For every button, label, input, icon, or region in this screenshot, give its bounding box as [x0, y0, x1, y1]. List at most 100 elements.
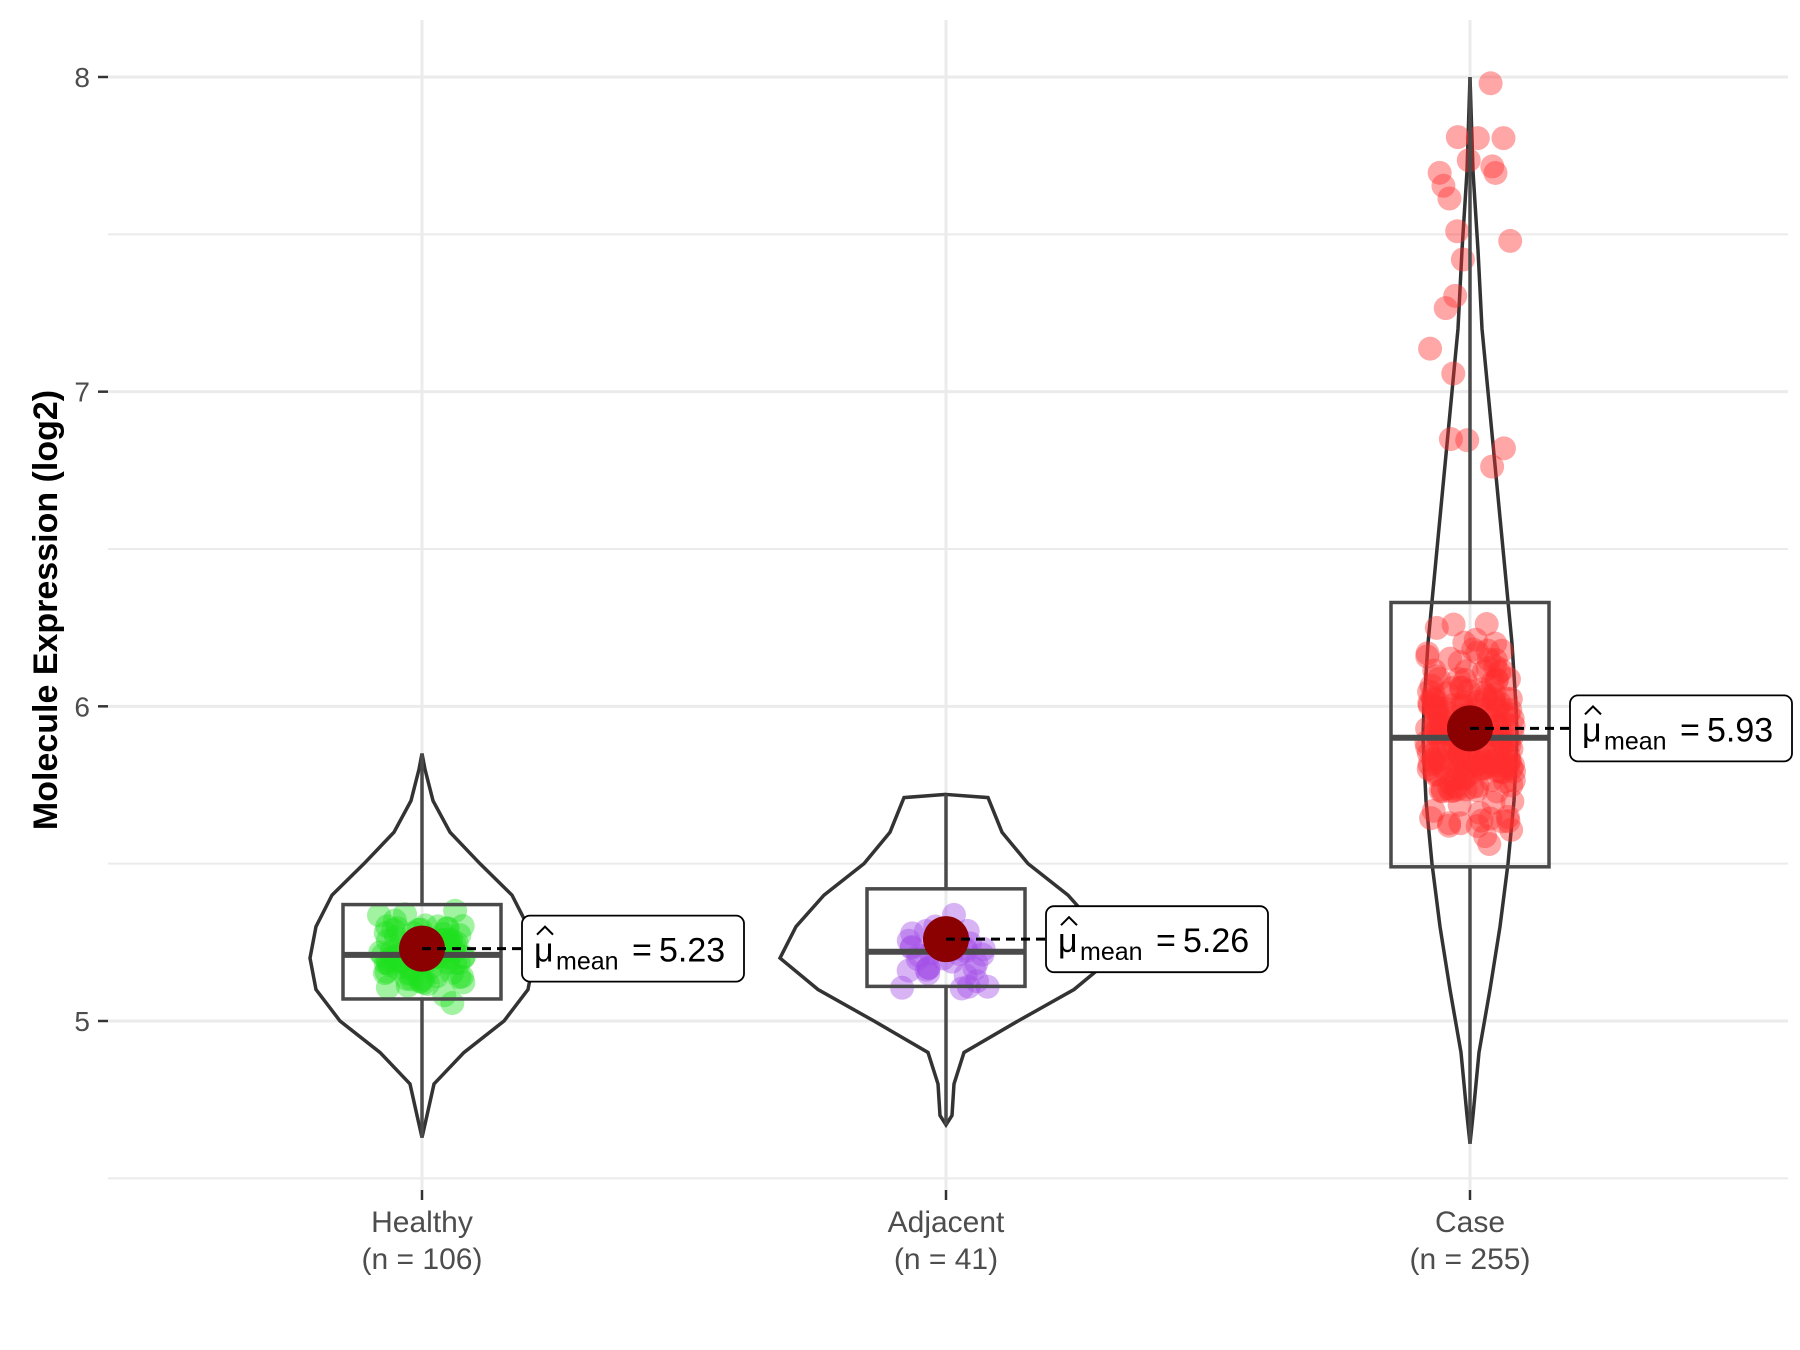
data-point-case: [1438, 427, 1463, 452]
mean-hat-icon: [536, 925, 554, 936]
data-point-case: [1499, 817, 1524, 842]
data-point-case: [1417, 679, 1442, 704]
data-point-case: [1423, 750, 1448, 775]
mean-label-box-case: [1569, 694, 1793, 763]
data-point-case: [1426, 666, 1451, 691]
data-point-healthy: [395, 973, 420, 998]
data-point-case: [1483, 647, 1508, 672]
data-point-healthy: [399, 967, 424, 992]
data-point-healthy: [410, 967, 435, 992]
data-point-case: [1473, 756, 1498, 781]
data-point-case: [1461, 637, 1486, 662]
data-point-case: [1465, 774, 1490, 799]
data-point-case: [1478, 749, 1503, 774]
data-point-case: [1418, 336, 1443, 361]
data-point-case: [1468, 677, 1493, 702]
data-point-case: [1422, 658, 1447, 683]
data-point-healthy: [366, 903, 391, 928]
y-tick-label: 5: [74, 1006, 90, 1037]
data-point-case: [1448, 676, 1473, 701]
mean-equals: =: [632, 932, 652, 970]
data-point-case: [1438, 771, 1463, 796]
data-point-case: [1471, 659, 1496, 684]
mean-symbol: μ: [534, 932, 554, 970]
data-point-case: [1425, 695, 1450, 720]
data-point-case: [1464, 778, 1489, 803]
data-point-case: [1491, 126, 1516, 151]
data-point-case: [1421, 748, 1446, 773]
data-point-case: [1433, 296, 1458, 321]
data-point-case: [1456, 678, 1481, 703]
data-point-adjacent: [949, 976, 974, 1001]
data-point-case: [1426, 703, 1451, 728]
data-point-case: [1423, 699, 1448, 724]
data-point-case: [1478, 71, 1503, 96]
mean-hat-icon: [1584, 704, 1602, 716]
data-point-adjacent: [914, 957, 939, 982]
data-point-case: [1423, 687, 1448, 712]
mean-subscript: mean: [556, 948, 619, 976]
data-point-case: [1478, 806, 1503, 831]
data-point-case: [1445, 755, 1470, 780]
data-point-healthy: [385, 916, 410, 941]
data-point-case: [1447, 792, 1472, 817]
data-point-case: [1496, 809, 1521, 834]
data-point-case: [1480, 670, 1505, 695]
data-point-healthy: [434, 916, 459, 941]
mean-value-healthy: 5.23: [659, 932, 725, 970]
data-point-adjacent: [962, 956, 987, 981]
data-point-case: [1448, 811, 1473, 836]
data-point-case: [1474, 684, 1499, 709]
data-point-case: [1461, 753, 1486, 778]
data-point-adjacent: [896, 928, 921, 953]
data-point-case: [1498, 686, 1523, 711]
mean-value-case: 5.93: [1707, 711, 1773, 749]
data-point-healthy: [382, 908, 407, 933]
data-point-case: [1419, 806, 1444, 831]
data-point-healthy: [394, 966, 419, 991]
data-point-healthy: [393, 902, 418, 927]
box-case: [1389, 600, 1551, 869]
data-point-case: [1449, 675, 1474, 700]
data-point-case: [1416, 756, 1441, 781]
data-point-case: [1421, 758, 1446, 783]
data-point-case: [1487, 660, 1512, 685]
data-point-healthy: [377, 952, 402, 977]
data-point-case: [1479, 768, 1504, 793]
data-point-case: [1452, 630, 1477, 655]
data-point-case: [1497, 749, 1522, 774]
data-point-case: [1500, 789, 1525, 814]
data-point-case: [1424, 615, 1449, 640]
data-point-case: [1465, 640, 1490, 665]
data-point-case: [1435, 681, 1460, 706]
data-point-case: [1486, 747, 1511, 772]
data-point-case: [1454, 756, 1479, 781]
data-point-case: [1498, 228, 1523, 253]
data-point-case: [1430, 698, 1455, 723]
data-point-healthy: [439, 928, 464, 953]
data-point-case: [1431, 173, 1456, 198]
data-point-case: [1437, 813, 1462, 838]
data-point-case: [1482, 682, 1507, 707]
data-point-case: [1447, 650, 1472, 675]
data-point-case: [1499, 773, 1524, 798]
data-point-case: [1477, 752, 1502, 777]
data-point-healthy: [372, 961, 397, 986]
data-point-case: [1475, 638, 1500, 663]
data-point-case: [1501, 768, 1526, 793]
data-point-case: [1443, 774, 1468, 799]
data-point-case: [1471, 755, 1496, 780]
data-point-case: [1480, 454, 1505, 479]
mean-label-box-adjacent: [1045, 905, 1269, 974]
data-point-case: [1437, 186, 1462, 211]
data-point-case: [1455, 754, 1480, 779]
data-point-case: [1438, 646, 1463, 671]
data-point-adjacent: [916, 955, 941, 980]
data-point-case: [1483, 631, 1508, 656]
data-point-case: [1481, 748, 1506, 773]
data-point-adjacent: [964, 951, 989, 976]
x-tick-label-healthy: Healthy: [371, 1206, 473, 1239]
data-point-case: [1441, 361, 1466, 386]
data-point-case: [1443, 766, 1468, 791]
violin-healthy: [308, 753, 536, 1138]
